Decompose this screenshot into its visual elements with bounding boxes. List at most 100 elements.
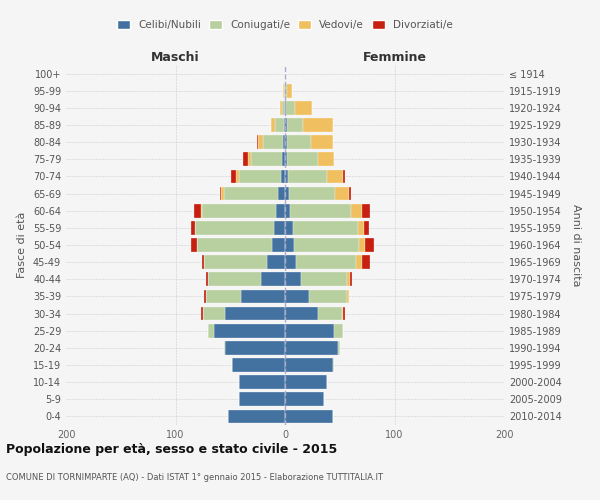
Bar (272, 238, 285, 252)
Bar (285, 101, 286, 114)
Bar (294, 238, 359, 252)
Bar (333, 358, 334, 372)
Text: Popolazione per età, sesso e stato civile - 2015: Popolazione per età, sesso e stato civil… (6, 442, 337, 456)
Bar (271, 118, 275, 132)
Bar (287, 136, 311, 149)
Bar (362, 256, 370, 269)
Y-axis label: Anni di nascita: Anni di nascita (571, 204, 581, 286)
Bar (204, 290, 206, 304)
Bar (334, 324, 343, 338)
Bar (239, 376, 285, 389)
Bar (232, 358, 285, 372)
Bar (224, 341, 225, 354)
Bar (228, 410, 285, 424)
Bar (281, 170, 285, 183)
Bar (285, 392, 325, 406)
Bar (301, 272, 347, 286)
Bar (350, 204, 362, 218)
Bar (261, 272, 285, 286)
Bar (206, 272, 208, 286)
Bar (285, 170, 288, 183)
Bar (197, 238, 272, 252)
Bar (287, 118, 302, 132)
Bar (241, 290, 285, 304)
Bar (280, 101, 282, 114)
Bar (359, 238, 365, 252)
Bar (350, 272, 352, 286)
Bar (311, 136, 333, 149)
Bar (285, 376, 326, 389)
Bar (288, 170, 326, 183)
Bar (338, 341, 340, 354)
Bar (356, 256, 362, 269)
Bar (287, 152, 318, 166)
Bar (289, 186, 335, 200)
Bar (275, 118, 284, 132)
Bar (347, 290, 349, 304)
Bar (244, 152, 248, 166)
Bar (191, 221, 195, 234)
Bar (263, 136, 283, 149)
Bar (221, 186, 224, 200)
Bar (191, 238, 197, 252)
Bar (365, 238, 374, 252)
Bar (200, 306, 203, 320)
Bar (194, 204, 200, 218)
Bar (208, 272, 261, 286)
Bar (285, 238, 294, 252)
Bar (274, 221, 285, 234)
Bar (285, 290, 309, 304)
Bar (283, 136, 285, 149)
Bar (268, 256, 285, 269)
Bar (232, 170, 236, 183)
Bar (343, 306, 345, 320)
Y-axis label: Fasce di età: Fasce di età (17, 212, 27, 278)
Bar (285, 410, 333, 424)
Bar (285, 186, 289, 200)
Bar (282, 152, 285, 166)
Bar (302, 118, 333, 132)
Bar (285, 136, 287, 149)
Bar (284, 118, 285, 132)
Bar (290, 204, 351, 218)
Bar (285, 118, 287, 132)
Bar (220, 186, 221, 200)
Bar (286, 101, 295, 114)
Bar (318, 306, 342, 320)
Bar (358, 221, 364, 234)
Bar (202, 256, 204, 269)
Bar (285, 358, 333, 372)
Bar (203, 306, 225, 320)
Bar (239, 392, 285, 406)
Bar (285, 221, 293, 234)
Bar (293, 221, 358, 234)
Text: COMUNE DI TORNIMPARTE (AQ) - Dati ISTAT 1° gennaio 2015 - Elaborazione TUTTITALI: COMUNE DI TORNIMPARTE (AQ) - Dati ISTAT … (6, 472, 383, 482)
Bar (285, 204, 290, 218)
Bar (326, 170, 343, 183)
Bar (206, 290, 241, 304)
Bar (295, 101, 313, 114)
Bar (362, 204, 370, 218)
Bar (202, 204, 276, 218)
Bar (343, 170, 345, 183)
Bar (200, 204, 202, 218)
Text: Femmine: Femmine (362, 51, 427, 64)
Bar (285, 256, 296, 269)
Bar (285, 341, 338, 354)
Bar (239, 170, 281, 183)
Bar (225, 306, 285, 320)
Bar (364, 221, 370, 234)
Bar (251, 152, 282, 166)
Bar (284, 84, 285, 98)
Bar (318, 152, 334, 166)
Legend: Celibi/Nubili, Coniugati/e, Vedovi/e, Divorziati/e: Celibi/Nubili, Coniugati/e, Vedovi/e, Di… (117, 20, 453, 30)
Bar (296, 256, 356, 269)
Bar (287, 84, 292, 98)
Bar (285, 272, 301, 286)
Bar (335, 186, 349, 200)
Bar (195, 221, 274, 234)
Bar (349, 186, 350, 200)
Bar (282, 101, 285, 114)
Text: Maschi: Maschi (151, 51, 200, 64)
Bar (285, 324, 334, 338)
